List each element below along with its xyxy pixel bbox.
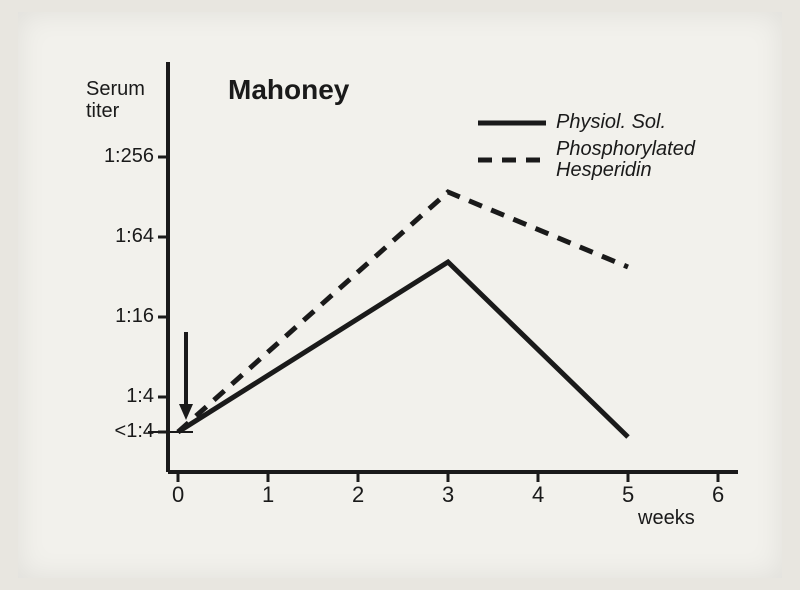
x-tick-label: 0 [172, 482, 184, 508]
series-line [178, 262, 628, 437]
legend-line-icon [478, 153, 546, 167]
y-tick-label: <1:4 [115, 420, 154, 443]
y-axis-title-line2: titer [86, 100, 119, 122]
y-tick-label: 1:16 [115, 305, 154, 328]
x-tick-label: 4 [532, 482, 544, 508]
series-line [178, 192, 628, 432]
x-tick-label: 5 [622, 482, 634, 508]
x-tick-label: 6 [712, 482, 724, 508]
x-tick-label: 1 [262, 482, 274, 508]
legend-label: Physiol. Sol. [556, 112, 666, 133]
photo-frame: Mahoney Serum titer weeks 1:256 1:64 1:16 1… [18, 12, 782, 578]
x-axis-title: weeks [638, 507, 695, 530]
chart-title: Mahoney [228, 74, 349, 106]
legend-entry: Physiol. Sol. [478, 112, 695, 133]
y-axis-title-line1: Serum [86, 78, 145, 100]
y-axis-title: Serum titer [86, 78, 145, 122]
legend-entry: PhosphorylatedHesperidin [478, 139, 695, 181]
y-tick-label: 1:4 [126, 385, 154, 408]
legend-line-icon [478, 116, 546, 130]
x-tick-label: 2 [352, 482, 364, 508]
y-tick-label: 1:64 [115, 225, 154, 248]
legend-label: PhosphorylatedHesperidin [556, 139, 695, 181]
line-chart: Mahoney Serum titer weeks 1:256 1:64 1:16 1… [18, 12, 782, 578]
y-tick-label: 1:256 [104, 145, 154, 168]
x-tick-label: 3 [442, 482, 454, 508]
chart-legend: Physiol. Sol. PhosphorylatedHesperidin [478, 112, 695, 187]
